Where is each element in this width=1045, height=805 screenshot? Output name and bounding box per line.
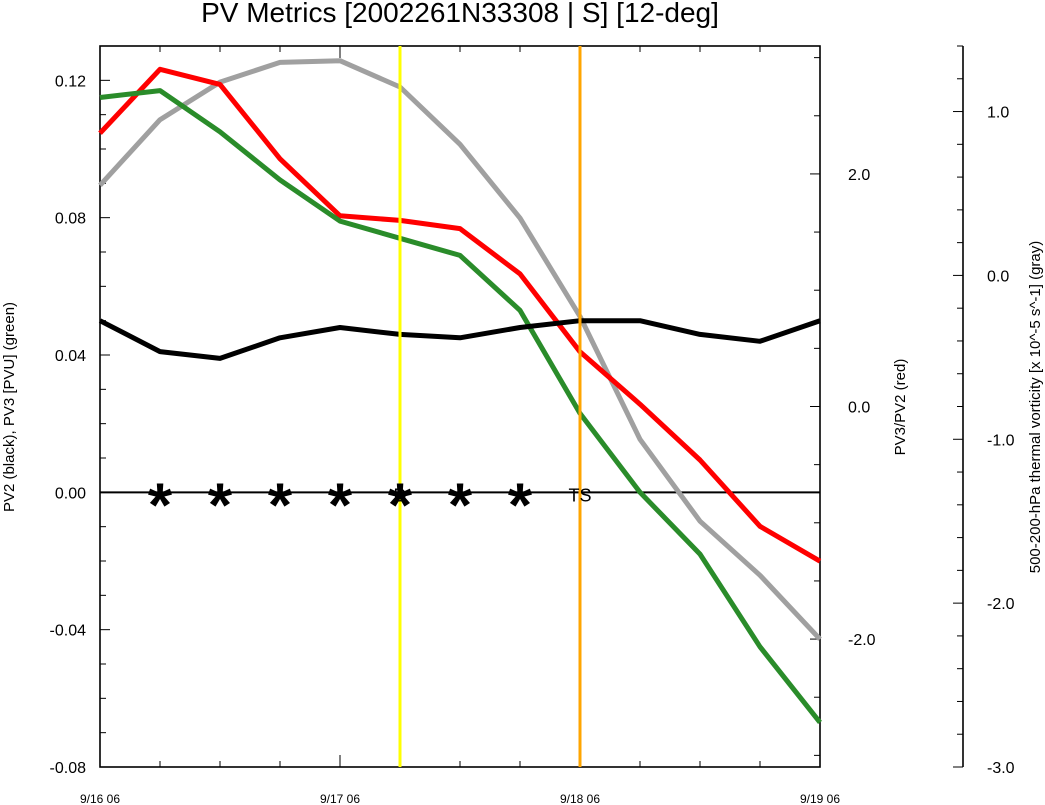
y-tick-label-vorticity: -2.0 xyxy=(987,596,1015,613)
series-line xyxy=(98,58,822,641)
x-tick-label: 9/17 06 xyxy=(320,792,360,805)
y-tick-label-left: 0.08 xyxy=(55,211,86,228)
y-tick-label-vorticity: 0.0 xyxy=(987,268,1009,285)
x-tick-label: 9/18 06 xyxy=(560,792,600,805)
y-tick-label-vorticity: -1.0 xyxy=(987,432,1015,449)
plot-frame xyxy=(99,45,821,768)
storm-type-label: D xyxy=(394,485,407,505)
y-tick-label-left: 0.12 xyxy=(55,73,86,90)
y-axis-label-vorticity: 500-200-hPa thermal vorticity [x 10^-5 s… xyxy=(1027,241,1044,574)
series-line xyxy=(99,88,822,724)
y-axis-label-left: PV2 (black), PV3 [PVU] (green) xyxy=(1,302,18,512)
y-tick-label-ratio: 0.0 xyxy=(848,400,870,417)
star-marker: * xyxy=(208,471,233,540)
x-tick-label: 9/16 06 xyxy=(80,792,120,805)
chart-title: PV Metrics [2002261N33308 | S] [12-deg] xyxy=(201,0,719,28)
star-marker: * xyxy=(148,471,173,540)
y-tick-label-left: -0.04 xyxy=(50,623,87,640)
star-marker: * xyxy=(388,471,413,540)
y-tick-label-ratio: -2.0 xyxy=(848,632,876,649)
x-tick-label: 9/19 06 xyxy=(800,792,840,805)
y-tick-label-left: 0.00 xyxy=(55,485,86,502)
storm-type-label: TS xyxy=(568,485,591,505)
y-axis-label-ratio: PV3/PV2 (red) xyxy=(892,359,909,456)
star-marker: * xyxy=(508,471,533,540)
y-tick-label-vorticity: 1.0 xyxy=(987,105,1009,122)
y-tick-label-ratio: 2.0 xyxy=(848,167,870,184)
y-tick-label-left: 0.04 xyxy=(55,348,86,365)
star-marker: * xyxy=(268,471,293,540)
y-tick-label-left: -0.08 xyxy=(50,760,87,777)
series-line xyxy=(98,318,821,361)
plot-layer: 0.12 0.08 0.04 0.00 -0.04 -0.08 2.0 0.0 -2.0 1.0 0… xyxy=(50,45,1015,805)
star-marker: * xyxy=(448,471,473,540)
star-marker: * xyxy=(328,471,353,540)
y-tick-label-vorticity: -3.0 xyxy=(987,760,1015,777)
series-line xyxy=(98,66,822,564)
